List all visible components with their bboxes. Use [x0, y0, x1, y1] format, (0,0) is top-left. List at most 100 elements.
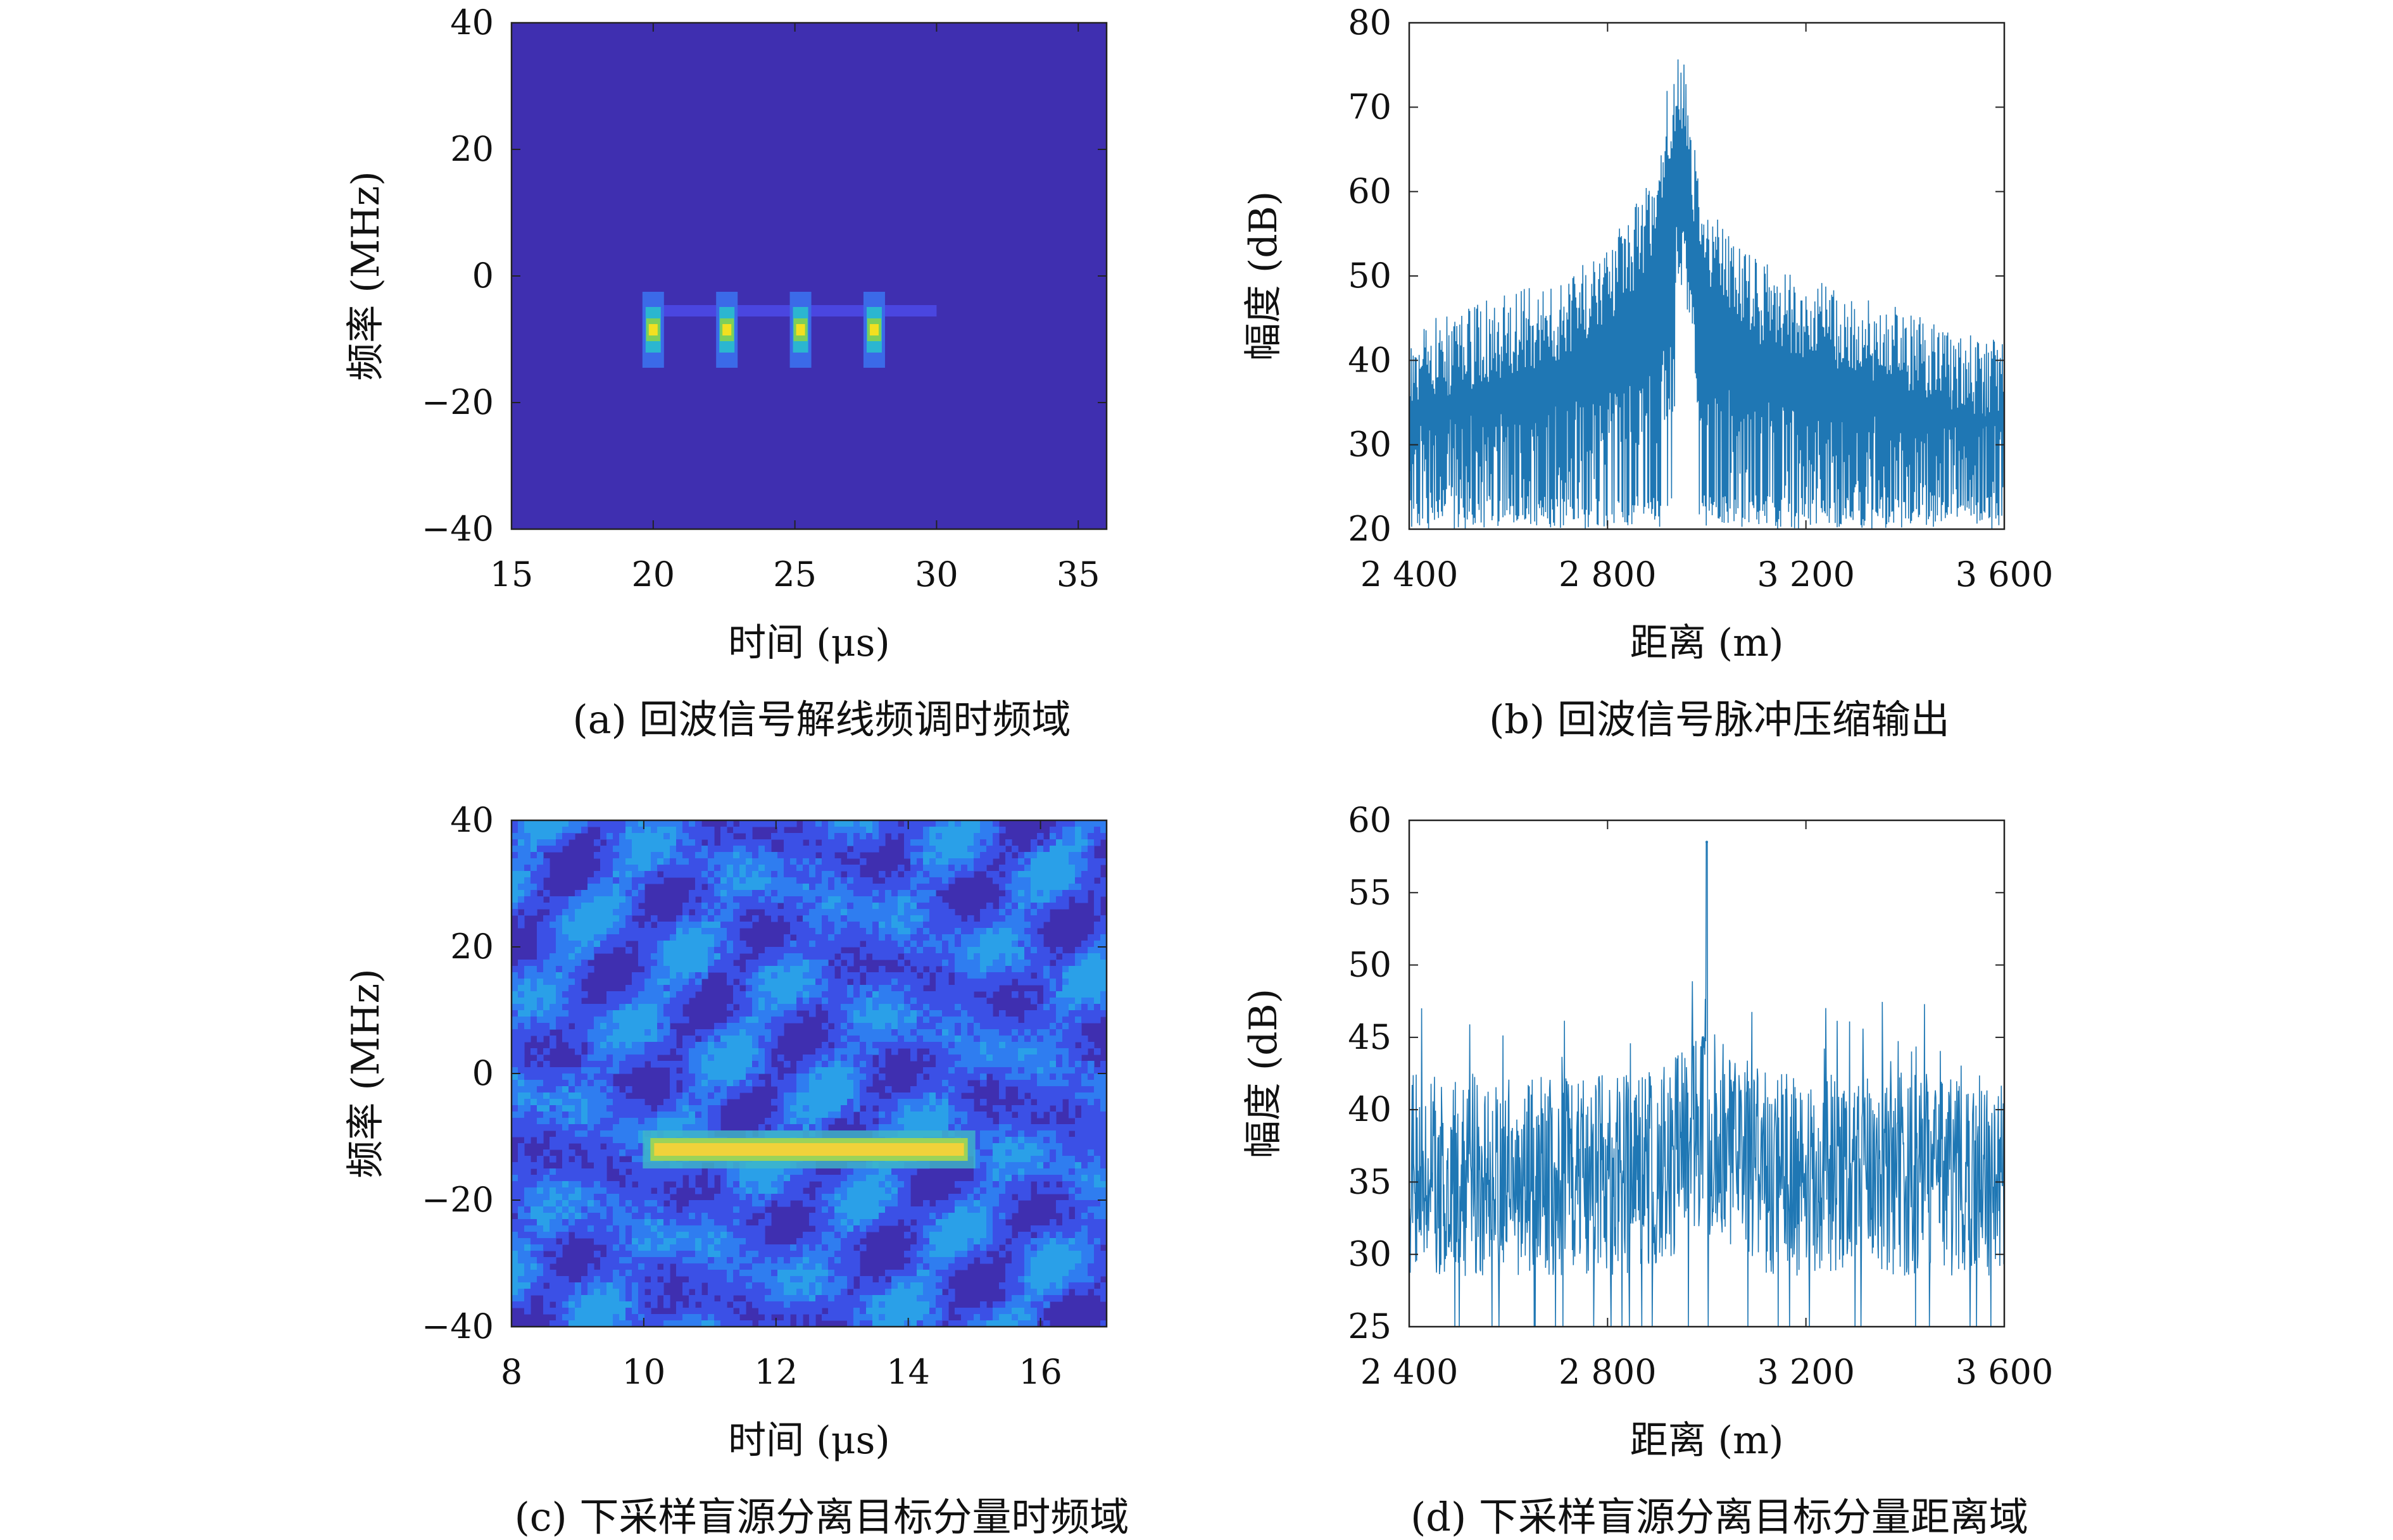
heatmap-cell — [689, 1282, 696, 1289]
heatmap-cell — [936, 896, 943, 903]
heatmap-cell — [657, 833, 664, 840]
heatmap-cell — [594, 1086, 601, 1093]
heatmap-cell — [613, 1308, 620, 1315]
heatmap-cell — [606, 1086, 613, 1093]
heatmap-cell — [796, 998, 803, 1005]
heatmap-cell — [512, 1187, 518, 1194]
heatmap-cell — [619, 1042, 626, 1049]
heatmap-cell — [531, 1270, 537, 1277]
heatmap-cell — [600, 1282, 607, 1289]
heatmap-cell — [891, 1105, 898, 1112]
heatmap-cell — [727, 966, 734, 973]
heatmap-cell — [619, 1263, 626, 1270]
heatmap-cell — [891, 1111, 898, 1118]
heatmap-cell — [625, 852, 632, 859]
heatmap-cell — [891, 1206, 898, 1213]
heatmap-cell — [689, 1320, 696, 1327]
heatmap-cell — [815, 1301, 822, 1308]
heatmap-cell — [860, 1194, 867, 1201]
heatmap-cell — [955, 1086, 962, 1093]
heatmap-cell — [625, 1289, 632, 1296]
heatmap-cell — [682, 1320, 689, 1327]
heatmap-cell — [537, 947, 544, 954]
heatmap-cell — [537, 1232, 544, 1239]
heatmap-cell — [676, 953, 683, 960]
heatmap-cell — [879, 884, 886, 891]
heatmap-cell — [948, 1238, 955, 1245]
heatmap-cell — [594, 890, 601, 897]
heatmap-cell — [917, 890, 924, 897]
heatmap-cell — [917, 1232, 924, 1239]
heatmap-cell — [784, 1175, 791, 1182]
heatmap-cell — [543, 1118, 550, 1125]
heatmap-cell — [708, 1036, 715, 1042]
heatmap-cell — [841, 1181, 848, 1188]
heatmap-cell — [758, 820, 765, 827]
heatmap-cell — [663, 966, 670, 973]
heatmap-cell — [720, 1301, 727, 1308]
heatmap-cell — [543, 846, 550, 853]
heatmap-cell — [929, 1289, 936, 1296]
heatmap-cell — [898, 991, 905, 998]
heatmap-cell — [828, 1276, 835, 1283]
heatmap-cell — [961, 1257, 968, 1264]
heatmap-cell — [828, 1036, 835, 1042]
heatmap-cell — [708, 915, 715, 922]
heatmap-cell — [670, 1029, 677, 1036]
heatmap-cell — [809, 1276, 816, 1283]
heatmap-cell — [550, 1238, 556, 1245]
heatmap-cell — [708, 953, 715, 960]
heatmap-cell — [885, 1168, 892, 1175]
heatmap-cell — [568, 915, 575, 922]
y-tick-label: 70 — [1348, 87, 1391, 127]
heatmap-cell — [594, 1308, 601, 1315]
heatmap-cell — [701, 852, 708, 859]
heatmap-cell — [733, 839, 740, 846]
heatmap-cell — [815, 947, 822, 954]
heatmap-cell — [512, 1130, 518, 1137]
heatmap-cell — [638, 1124, 645, 1131]
heatmap-cell — [556, 947, 563, 954]
heatmap-cell — [765, 1061, 772, 1068]
heatmap-cell — [993, 1074, 1000, 1080]
heatmap-cell — [777, 820, 784, 827]
heatmap-cell — [701, 877, 708, 884]
heatmap-cell — [689, 1086, 696, 1093]
heatmap-cell — [663, 839, 670, 846]
heatmap-cell — [720, 1175, 727, 1182]
heatmap-cell — [993, 928, 1000, 935]
y-axis-label: 幅度 (dB) — [1241, 191, 1286, 361]
heatmap-cell — [803, 1263, 810, 1270]
heatmap-cell — [942, 1213, 949, 1220]
heatmap-cell — [695, 1074, 702, 1080]
heatmap-cell — [682, 1124, 689, 1131]
heatmap-cell — [993, 1219, 1000, 1226]
heatmap-cell — [860, 1017, 867, 1024]
heatmap-cell — [543, 833, 550, 840]
heatmap-cell — [929, 877, 936, 884]
heatmap-cell — [537, 953, 544, 960]
heatmap-cell — [701, 1080, 708, 1087]
heatmap-cell — [606, 934, 613, 941]
heatmap-cell — [619, 1099, 626, 1106]
heatmap-cell — [822, 1111, 829, 1118]
heatmap-cell — [537, 846, 544, 853]
heatmap-cell — [524, 852, 531, 859]
heatmap-cell — [600, 922, 607, 929]
heatmap-cell — [974, 1036, 981, 1042]
heatmap-cell — [980, 1194, 987, 1201]
heatmap-cell — [606, 1187, 613, 1194]
heatmap-cell — [948, 852, 955, 859]
heatmap-cell — [866, 1017, 873, 1024]
heatmap-cell — [575, 896, 582, 903]
heatmap-cell — [841, 1301, 848, 1308]
heatmap-cell — [518, 1232, 525, 1239]
heatmap-cell — [632, 1099, 639, 1106]
heatmap-cell — [531, 909, 537, 916]
heatmap-cell — [910, 1042, 917, 1049]
heatmap-cell — [619, 1320, 626, 1327]
heatmap-cell — [891, 998, 898, 1005]
heatmap-cell — [600, 1074, 607, 1080]
heatmap-cell — [809, 1099, 816, 1106]
heatmap-cell — [689, 960, 696, 967]
